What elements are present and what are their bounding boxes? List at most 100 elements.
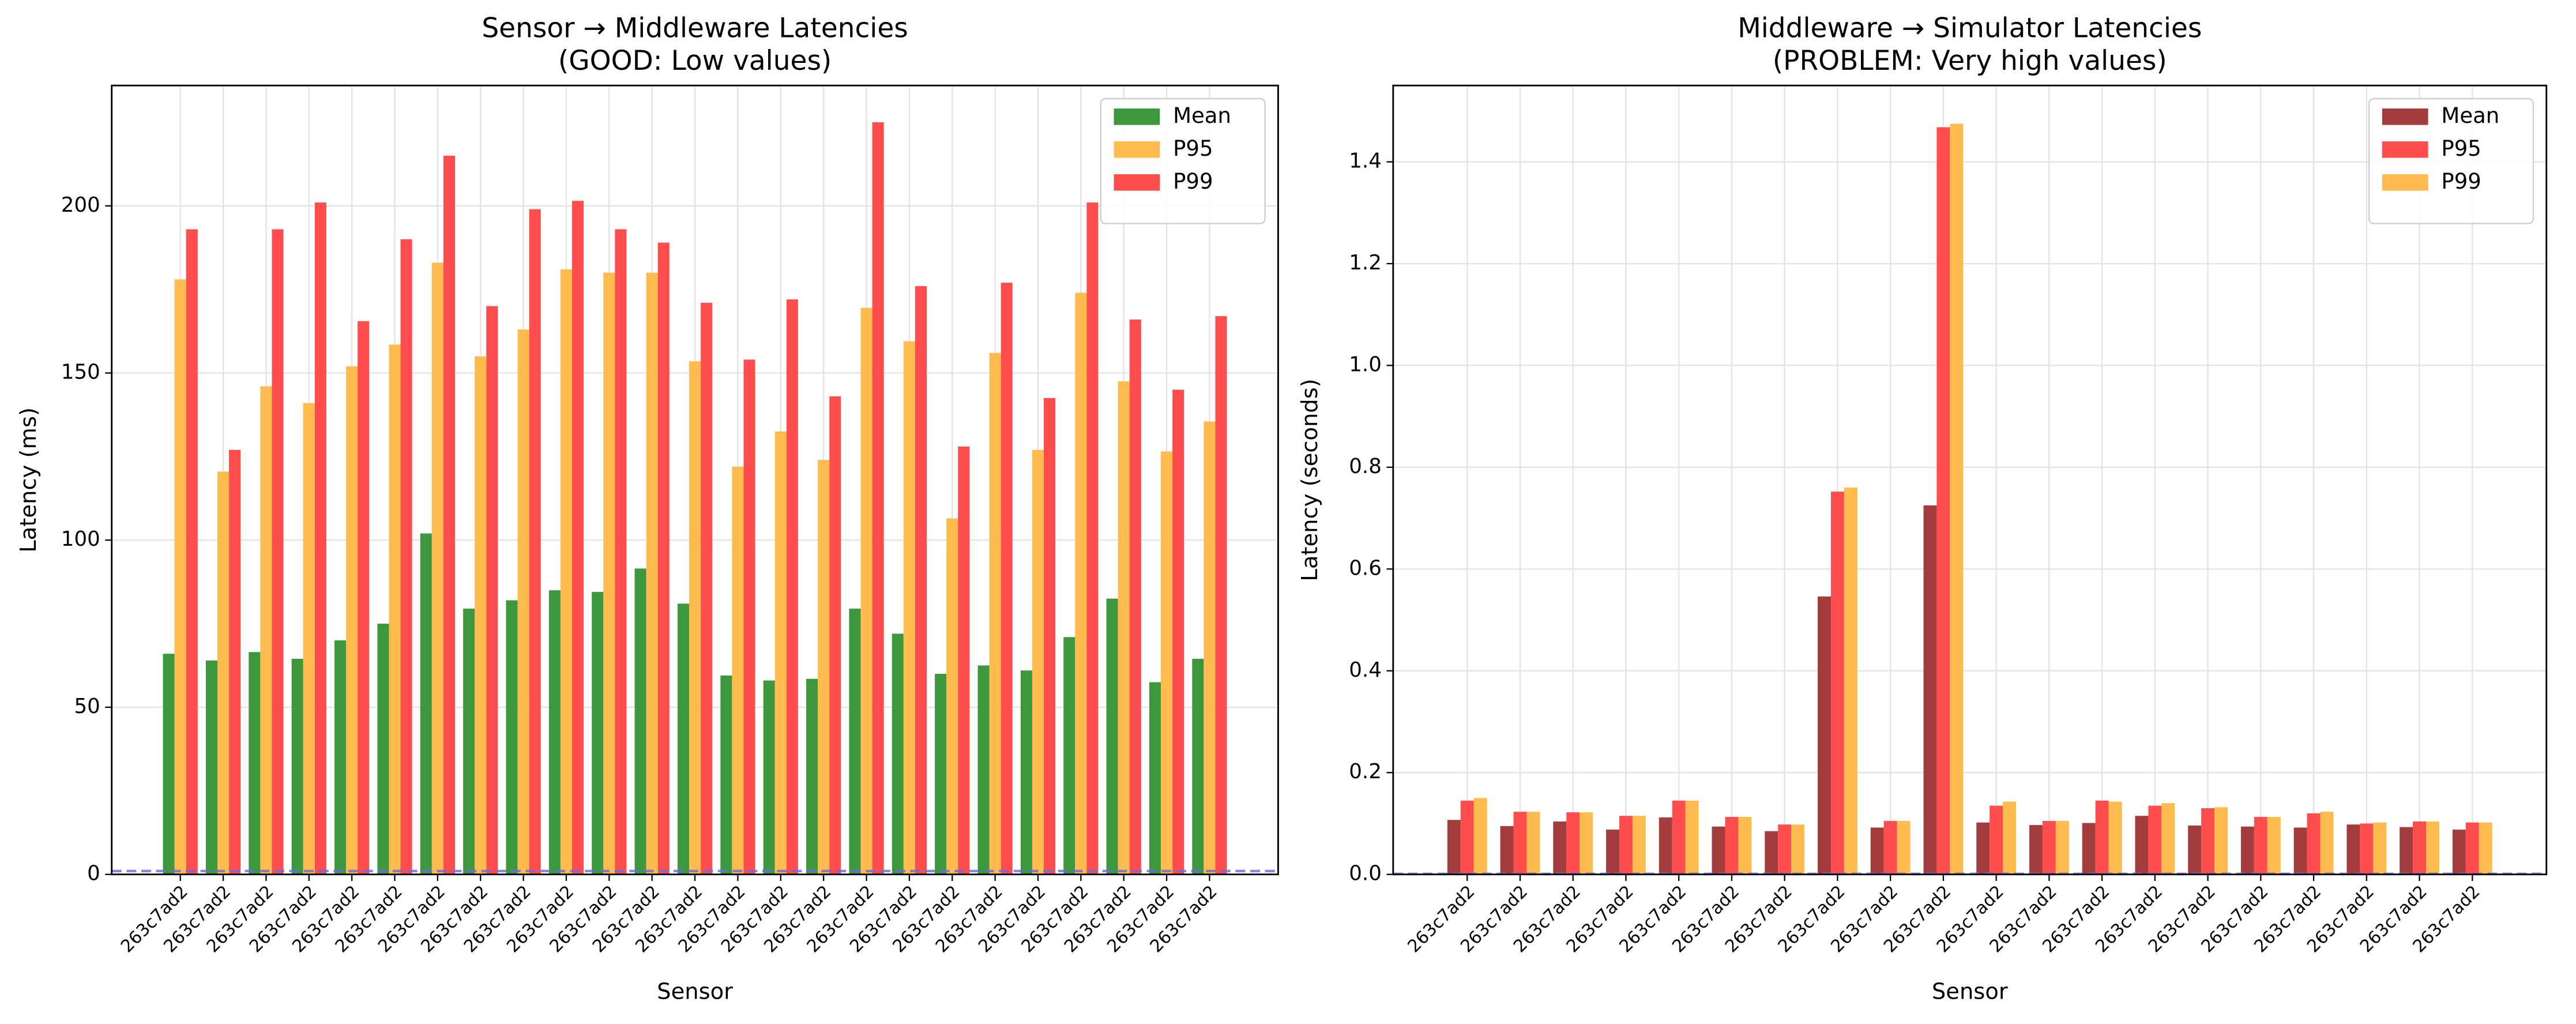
- bar: [1001, 283, 1013, 875]
- x-axis-label: Sensor: [1932, 978, 2008, 1004]
- bar: [334, 640, 347, 875]
- chart-title: Middleware → Simulator Latencies (PROBLEM…: [1738, 12, 2202, 76]
- y-tick-label: 0: [87, 862, 100, 886]
- bar: [592, 592, 604, 875]
- bar: [1460, 800, 1474, 875]
- plot: 0.00.20.40.60.81.01.21.4263c7ad2263c7ad2…: [1297, 12, 2548, 1004]
- bar: [615, 229, 627, 875]
- bar: [1619, 816, 1633, 875]
- bar: [358, 321, 370, 875]
- bar: [2426, 821, 2439, 875]
- y-tick-label: 0.6: [1349, 556, 1382, 580]
- bar: [829, 396, 841, 875]
- bar: [389, 344, 401, 875]
- legend-swatch: [2382, 141, 2428, 158]
- bar: [1923, 505, 1937, 875]
- bar: [1606, 830, 1620, 875]
- bar: [163, 654, 175, 875]
- bar: [1791, 824, 1805, 875]
- y-tick-label: 150: [61, 361, 100, 384]
- bar: [743, 359, 755, 875]
- y-tick-label: 1.4: [1349, 149, 1382, 173]
- y-axis-label: Latency (seconds): [1297, 378, 1323, 581]
- bar: [1215, 316, 1227, 875]
- bar: [1020, 670, 1032, 875]
- bar: [186, 229, 198, 875]
- bar: [935, 674, 947, 875]
- bar: [229, 449, 241, 875]
- bar: [249, 652, 261, 875]
- bar: [1447, 820, 1461, 875]
- y-tick-label: 0.2: [1349, 760, 1382, 783]
- bar: [2095, 800, 2109, 875]
- bar: [1044, 397, 1056, 875]
- bar: [763, 680, 775, 875]
- y-tick-label: 1.0: [1349, 352, 1382, 376]
- bar: [2135, 816, 2149, 875]
- bar: [560, 269, 573, 875]
- bar: [1830, 492, 1844, 875]
- bar: [1870, 827, 1884, 875]
- bar: [2254, 816, 2267, 875]
- legend-swatch: [1114, 108, 1160, 125]
- y-tick-label: 0.8: [1349, 455, 1382, 478]
- bar: [529, 209, 541, 875]
- bar: [1204, 421, 1216, 875]
- bar: [217, 471, 230, 875]
- legend-label: P99: [2441, 169, 2481, 194]
- bar: [2360, 823, 2374, 875]
- bar: [1738, 816, 1752, 875]
- bar: [431, 262, 443, 875]
- bar: [657, 242, 670, 875]
- y-axis-label: Latency (ms): [16, 407, 42, 553]
- bar: [720, 675, 732, 875]
- bar: [2082, 823, 2096, 875]
- bar: [260, 386, 272, 875]
- bar: [1118, 381, 1130, 875]
- legend-label: Mean: [2441, 103, 2499, 128]
- bar: [989, 352, 1001, 875]
- bar: [1844, 487, 1857, 875]
- bar: [1976, 822, 1990, 875]
- bar: [272, 229, 284, 875]
- bar: [2214, 807, 2228, 875]
- bar: [903, 341, 915, 875]
- bar: [2373, 822, 2387, 875]
- bar: [946, 518, 958, 875]
- legend-box: [1100, 97, 1266, 224]
- bar: [205, 660, 218, 875]
- bar: [1990, 805, 2003, 875]
- legend-swatch: [1114, 174, 1160, 191]
- bar: [689, 361, 701, 875]
- bar: [1897, 821, 1911, 875]
- bar: [2465, 822, 2479, 875]
- legend-label: Mean: [1173, 103, 1231, 128]
- bar: [1685, 800, 1699, 875]
- y-tick-label: 50: [74, 695, 100, 718]
- bar: [1553, 821, 1567, 875]
- chart-title: Sensor → Middleware Latencies (GOOD: Low …: [482, 12, 908, 76]
- legend-swatch: [1114, 141, 1160, 158]
- bar: [2161, 803, 2175, 875]
- bar: [2293, 827, 2307, 875]
- bar: [2042, 821, 2056, 875]
- bar: [2267, 816, 2281, 875]
- bar: [506, 600, 518, 875]
- bar: [634, 568, 646, 875]
- bar: [1936, 127, 1950, 875]
- bar: [1632, 816, 1646, 875]
- bar: [860, 307, 873, 875]
- bar: [646, 272, 658, 875]
- legend-label: P95: [2441, 136, 2481, 161]
- bar: [463, 609, 475, 875]
- y-tick-label: 1.2: [1349, 251, 1382, 275]
- bar: [1086, 202, 1099, 875]
- bar: [1950, 123, 1964, 875]
- bar: [1883, 821, 1897, 875]
- bar: [1659, 817, 1672, 875]
- bar: [732, 466, 744, 875]
- plot-frame: [1392, 84, 2548, 876]
- bar: [346, 366, 358, 875]
- bar: [2320, 812, 2334, 875]
